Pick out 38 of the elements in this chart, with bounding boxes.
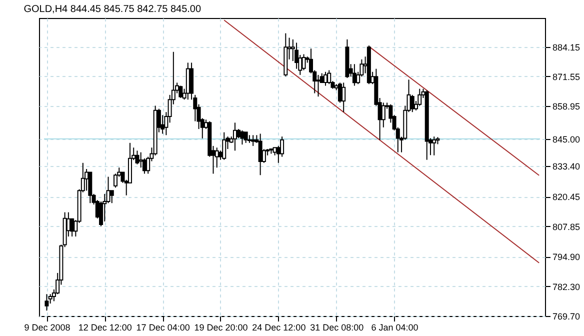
y-tick-label: 845.00 <box>552 134 580 144</box>
y-tick-label: 833.40 <box>552 162 580 172</box>
x-tick-label: 6 Jan 04:00 <box>371 322 418 332</box>
y-tick-label: 807.85 <box>552 222 580 232</box>
candlestick <box>410 94 414 113</box>
candlestick <box>135 150 140 165</box>
chart-title: GOLD,H4 844.45 845.75 842.75 845.00 <box>24 4 202 15</box>
x-tick-label: 9 Dec 2008 <box>24 322 70 332</box>
candlestick <box>327 70 332 85</box>
candlestick <box>88 172 92 204</box>
y-tick-label: 769.70 <box>552 312 580 322</box>
candlestick <box>110 190 114 204</box>
candlestick <box>178 85 183 98</box>
candlestick <box>138 152 143 168</box>
y-tick-label: 858.95 <box>552 102 580 112</box>
candlestick <box>258 133 262 176</box>
candlestick <box>232 122 237 152</box>
candlestick <box>302 54 306 71</box>
candlestick <box>44 294 49 312</box>
y-tick-label: 820.45 <box>552 192 580 202</box>
candlestick <box>244 132 248 144</box>
candlestick <box>316 74 320 98</box>
x-tick-label: 17 Dec 04:00 <box>136 322 190 332</box>
x-tick-label: 31 Dec 08:00 <box>310 322 364 332</box>
candlestick <box>323 71 328 86</box>
candlestick <box>418 88 422 106</box>
candlestick <box>432 136 436 156</box>
x-tick-label: 24 Dec 12:00 <box>252 322 306 332</box>
y-tick-label: 794.90 <box>552 252 580 262</box>
y-tick-label: 871.55 <box>552 72 580 82</box>
candlestick <box>240 130 244 146</box>
x-tick-label: 12 Dec 12:00 <box>78 322 132 332</box>
x-tick-label: 19 Dec 20:00 <box>194 322 248 332</box>
y-tick-label: 782.30 <box>552 282 580 292</box>
candlestick <box>222 132 226 160</box>
candlestick <box>342 82 346 113</box>
candlestick <box>381 102 386 128</box>
y-tick-label: 884.15 <box>552 42 580 52</box>
